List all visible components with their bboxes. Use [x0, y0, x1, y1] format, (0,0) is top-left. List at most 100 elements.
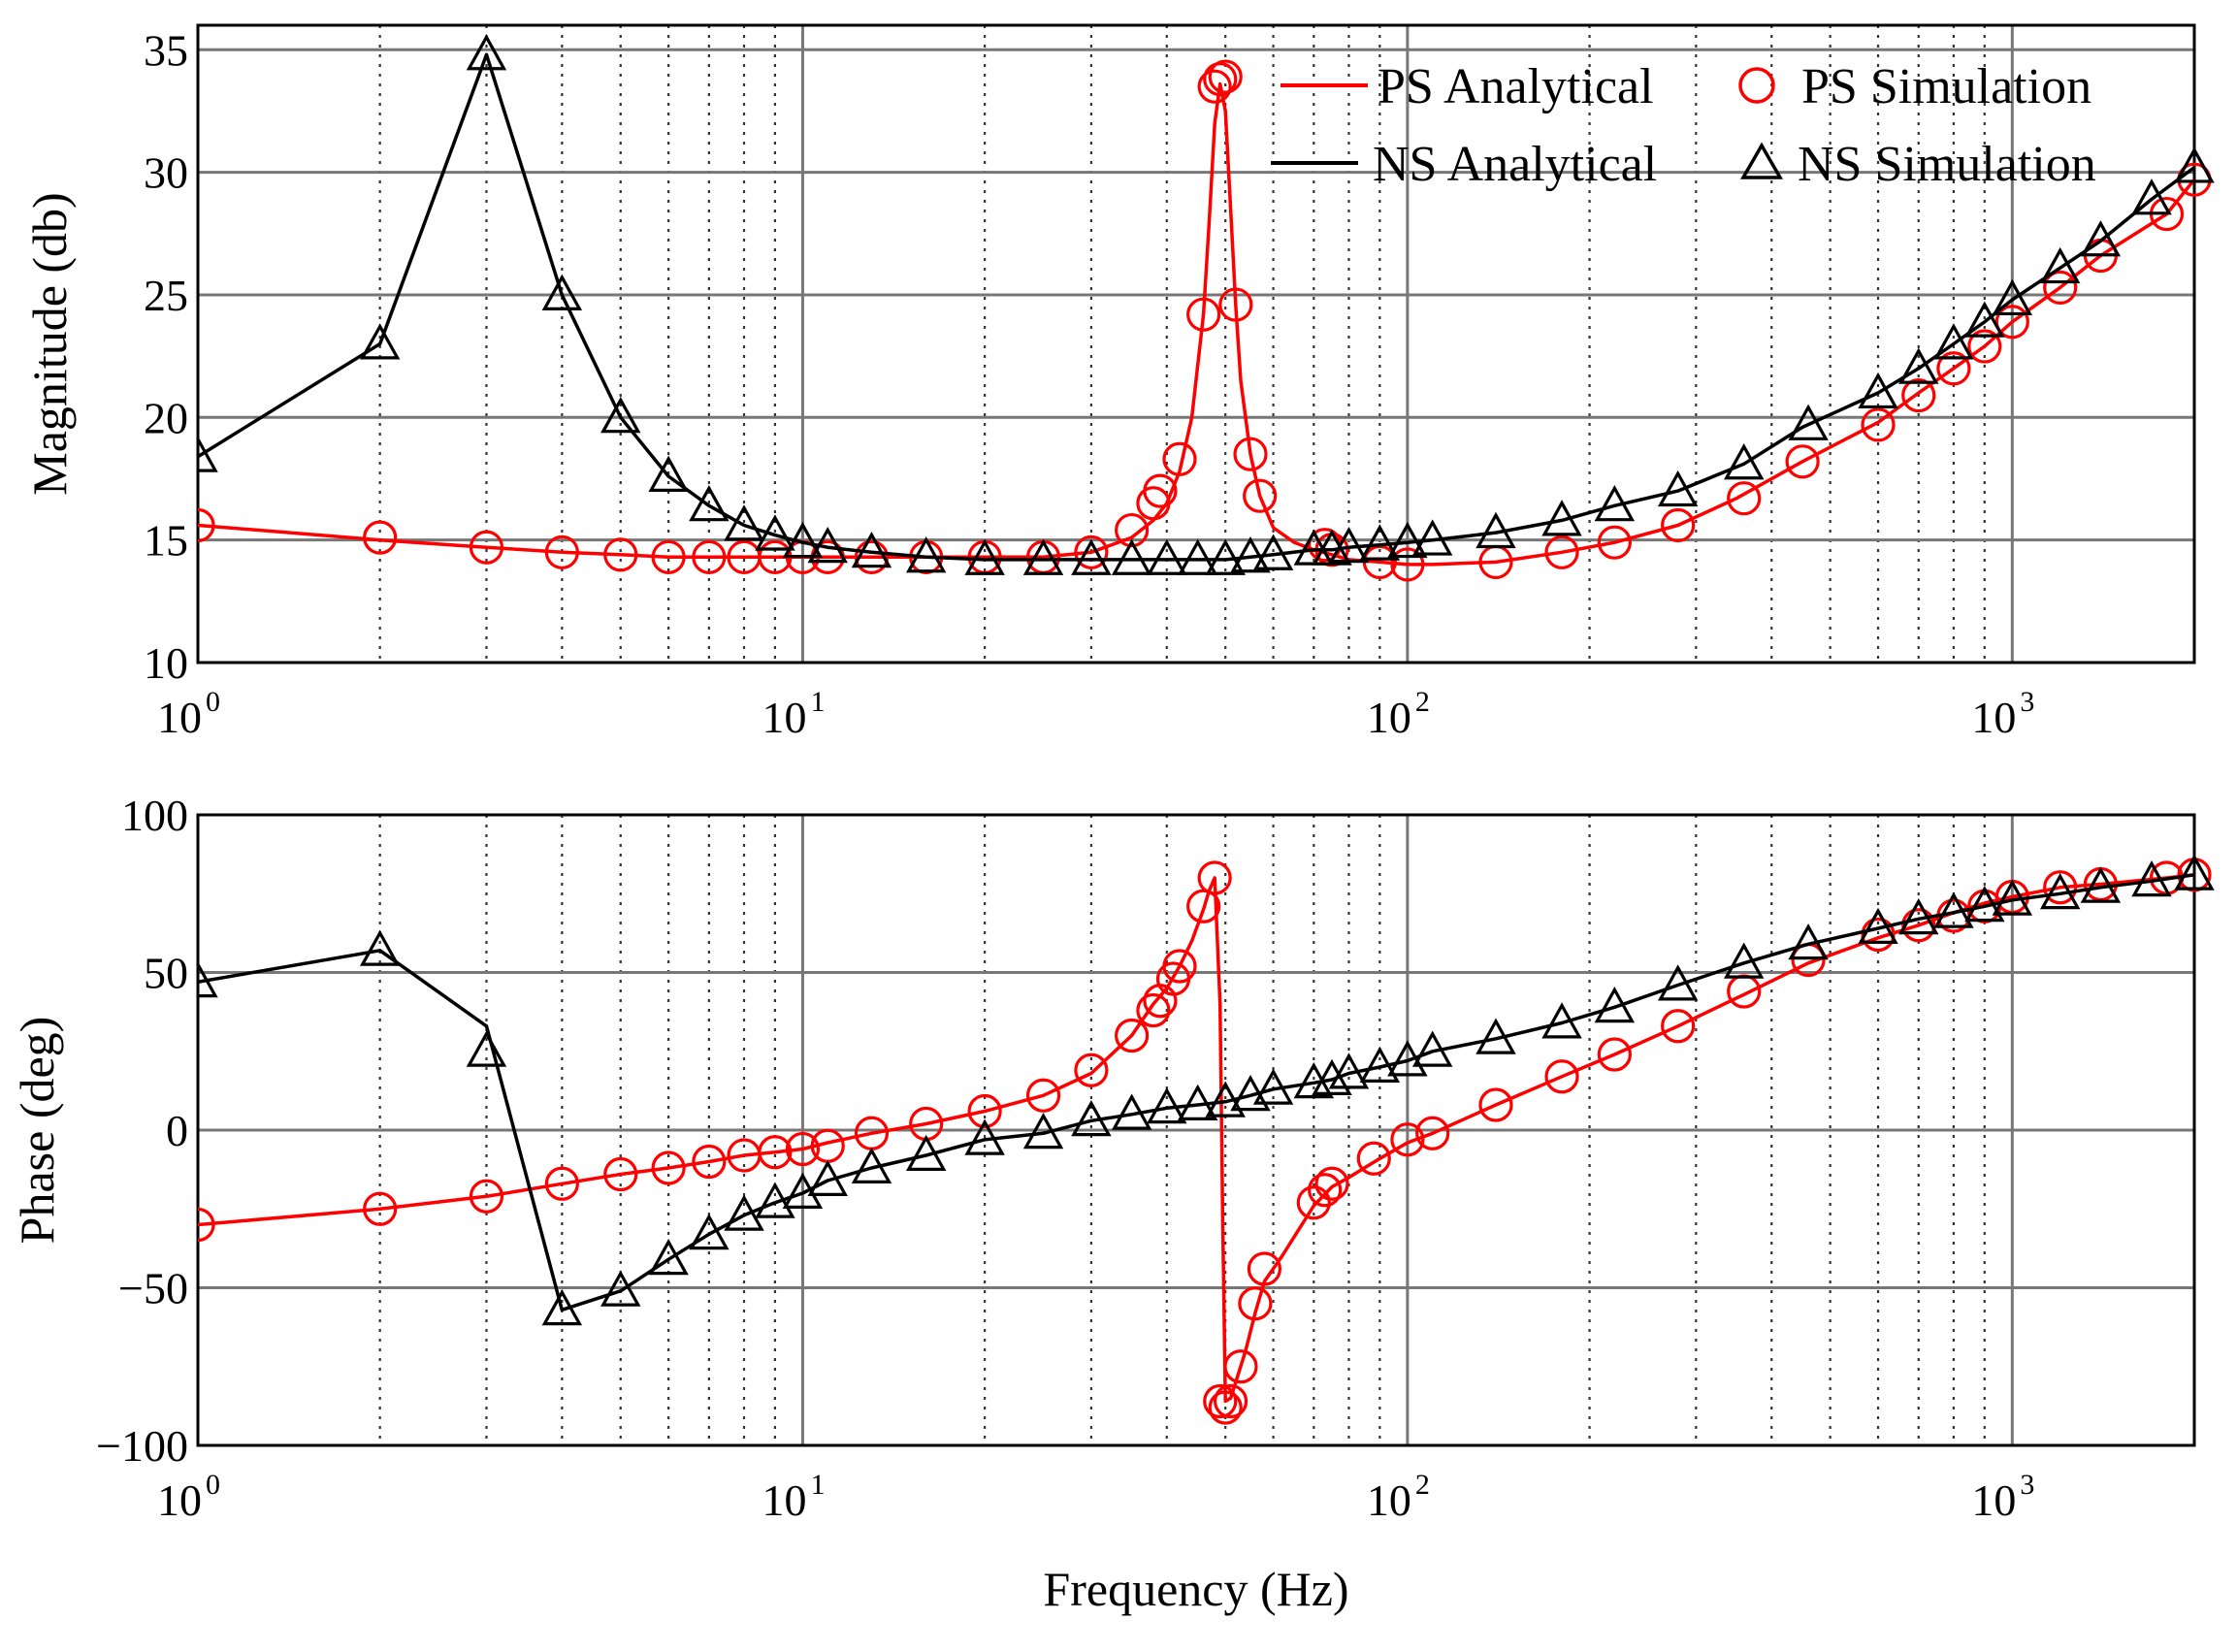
- ns-simulation-point: [1723, 942, 1765, 979]
- ps-simulation-point: [1544, 534, 1579, 569]
- ns-simulation-point: [905, 536, 947, 573]
- ns-simulation-point: [466, 34, 507, 71]
- ns-simulation-point: [1723, 443, 1765, 480]
- ps-simulation-point: [1597, 525, 1632, 560]
- ns-simulation-point: [2174, 146, 2215, 183]
- y-tick-label: −50: [118, 1264, 188, 1313]
- ps-simulation-point: [1143, 984, 1178, 1019]
- y-tick-label: 35: [144, 25, 188, 75]
- ps-simulation-point: [469, 530, 504, 565]
- ps-simulation-point: [363, 520, 398, 555]
- y-axis-title: Phase (deg): [10, 1017, 64, 1245]
- ns-simulation-point: [1387, 521, 1428, 559]
- ps-simulation-point: [1208, 1390, 1243, 1425]
- ns-simulation-point: [1022, 1112, 1064, 1150]
- ns-simulation-point: [689, 1213, 729, 1250]
- ns-simulation-point: [359, 929, 401, 966]
- x-tick-exponent: 1: [810, 1469, 825, 1501]
- ps-simulation-point: [1025, 1078, 1061, 1113]
- legend-ns-simulation-marker: [1739, 142, 1784, 179]
- x-tick-exponent: 3: [2020, 1469, 2034, 1501]
- ns-simulation-point: [1177, 538, 1218, 575]
- ns-simulation-point: [807, 1159, 848, 1196]
- ns-simulation-point: [1858, 372, 1898, 409]
- ns-simulation-point: [1933, 323, 1974, 360]
- ps-simulation-point: [1143, 473, 1178, 508]
- ps-simulation-point: [967, 1093, 1002, 1129]
- ps-simulation-point: [1478, 1087, 1513, 1122]
- x-tick-exponent: 3: [2020, 686, 2034, 718]
- ns-simulation-point: [1657, 470, 1699, 507]
- ps-simulation-point: [198, 1207, 215, 1243]
- ps-simulation-point: [692, 539, 727, 574]
- ps-simulation-point: [1861, 917, 1896, 953]
- ns-simulation-point: [1541, 500, 1582, 536]
- ns-simulation-point: [1788, 404, 1829, 440]
- ps-simulation-point: [1901, 377, 1936, 413]
- y-tick-label: 100: [121, 791, 188, 840]
- ns-simulation-point: [1898, 897, 1939, 935]
- legend-ns-analytical-label: NS Analytical: [1373, 137, 1657, 192]
- ns-simulation-point: [1022, 538, 1064, 575]
- ns-simulation-point: [755, 514, 795, 551]
- ns-simulation-point: [1111, 538, 1152, 575]
- ns-simulation-point: [1657, 964, 1699, 1001]
- ns-simulation-point: [2080, 220, 2122, 257]
- ns-simulation-point: [648, 1238, 689, 1276]
- x-tick-label: 10: [1367, 693, 1411, 742]
- ns-simulation-point: [1475, 511, 1516, 549]
- ps-simulation-point: [651, 1150, 686, 1185]
- x-tick-exponent: 0: [206, 686, 220, 718]
- ps-simulation-point: [1162, 949, 1197, 984]
- x-tick-label: 10: [1971, 1475, 2016, 1525]
- ns-simulation-point: [466, 1030, 507, 1067]
- ns-simulation-point: [724, 1194, 764, 1231]
- ns-simulation-point: [1071, 1099, 1112, 1137]
- ps-simulation-point: [1115, 1018, 1150, 1053]
- ps-simulation-point: [1994, 305, 2029, 340]
- ns-simulation-point: [1147, 538, 1187, 575]
- legend: PS Analytical PS Simulation NS Analytica…: [1271, 59, 2096, 192]
- ps-simulation-point: [1727, 974, 1762, 1009]
- legend-ps-simulation-label: PS Simulation: [1801, 59, 2091, 114]
- ps-simulation-point: [603, 537, 638, 572]
- ns-simulation-point: [1594, 986, 1636, 1023]
- ps-simulation-point: [1967, 329, 2002, 364]
- ps-simulation-point: [2043, 870, 2078, 905]
- ps-simulation-point: [692, 1144, 727, 1180]
- ps-simulation-point: [651, 539, 686, 574]
- ps-simulation-point: [1356, 1141, 1391, 1176]
- ps-simulation-point: [854, 539, 890, 574]
- ns-simulation-point: [2131, 178, 2172, 215]
- ps-simulation-point: [1162, 441, 1197, 476]
- ps-simulation-point: [1661, 507, 1696, 543]
- ns-simulation-point: [1205, 538, 1246, 575]
- y-tick-label: 0: [166, 1106, 188, 1155]
- ns-simulation-point: [1177, 1084, 1218, 1120]
- ps-simulation-point: [1727, 481, 1762, 516]
- ns-simulation-point: [1541, 1002, 1582, 1039]
- ps-simulation-point: [1203, 1383, 1238, 1419]
- ps-simulation-point: [544, 1166, 579, 1201]
- ps-simulation-point: [1544, 1059, 1579, 1094]
- ps-simulation-point: [2043, 270, 2078, 305]
- x-tick-label: 10: [1971, 693, 2016, 742]
- legend-ps-simulation-marker: [1738, 67, 1775, 104]
- ps-simulation-point: [1415, 1116, 1450, 1150]
- ps-simulation-point: [1785, 444, 1820, 479]
- ns-simulation-point: [541, 274, 583, 310]
- ps-simulation-point: [469, 1179, 504, 1214]
- ns-simulation-point: [1387, 1040, 1428, 1077]
- ns-simulation-point: [2174, 854, 2215, 891]
- ps-simulation-point: [1238, 1286, 1273, 1321]
- ps-simulation-point: [544, 534, 579, 569]
- ns-simulation-point: [1359, 524, 1401, 561]
- x-tick-exponent: 2: [1415, 686, 1430, 718]
- x-tick-label: 10: [762, 1475, 806, 1525]
- ns-simulation-point: [1964, 885, 2005, 923]
- ps-simulation-point: [758, 1135, 793, 1170]
- ns-simulation-point: [1230, 536, 1271, 573]
- ns-simulation-point: [1252, 534, 1294, 570]
- ns-simulation-point: [1359, 1046, 1401, 1083]
